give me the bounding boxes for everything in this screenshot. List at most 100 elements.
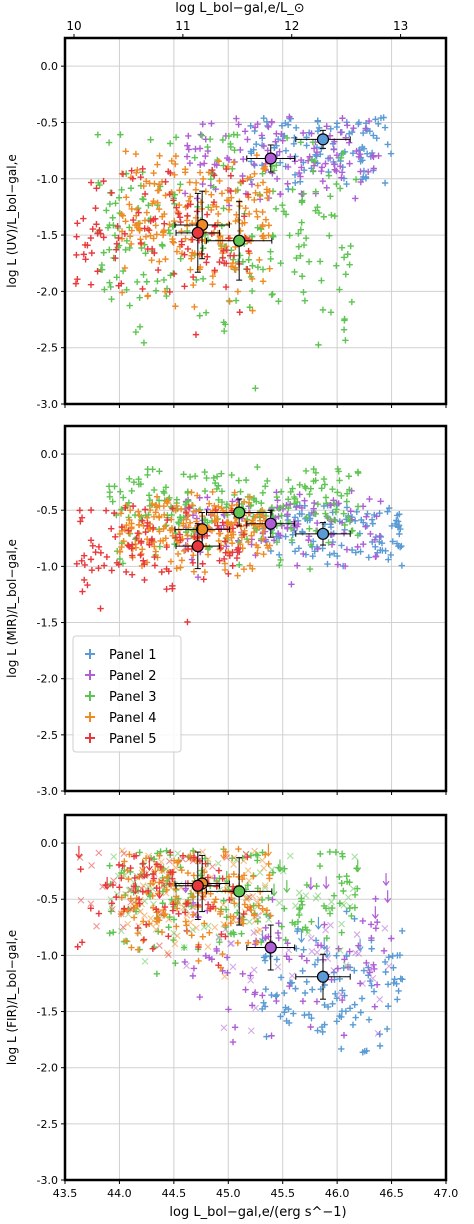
data-point: [313, 998, 321, 1005]
data-point: [160, 503, 168, 510]
data-point: [261, 1003, 269, 1010]
data-point: [230, 870, 238, 878]
data-point: [307, 934, 315, 942]
data-point: [363, 1047, 370, 1055]
data-point: [332, 848, 340, 856]
data-point: [231, 900, 238, 907]
data-point: [368, 945, 375, 952]
data-point: [206, 544, 213, 551]
data-point: [116, 548, 124, 556]
data-point: [152, 287, 160, 294]
data-point: [275, 919, 282, 927]
data-point: [286, 982, 293, 990]
data-point: [263, 189, 270, 196]
data-point: [334, 561, 342, 568]
data-point: [224, 186, 231, 194]
data-point: [152, 222, 159, 229]
data-point: [312, 207, 319, 214]
data-point: [151, 249, 158, 257]
data-point: [160, 226, 168, 234]
data-point: [189, 857, 197, 865]
data-point: [327, 193, 334, 200]
data-point: [171, 200, 178, 208]
data-point: [347, 508, 354, 515]
data-point: [246, 903, 254, 911]
data-point: [258, 857, 266, 864]
data-point: [183, 900, 190, 908]
data-point: [78, 514, 86, 521]
panel-frame: [63, 813, 448, 1182]
data-point: [141, 506, 149, 513]
data-point: [106, 200, 114, 208]
data-point: [262, 216, 270, 223]
data-point: [113, 240, 121, 248]
data-point: [100, 234, 107, 241]
data-point: [395, 987, 402, 995]
data-point: [72, 280, 80, 287]
data-point: [315, 341, 322, 349]
data-point: [353, 931, 361, 938]
data-point: [358, 995, 366, 1002]
data-point: [108, 567, 115, 574]
data-point: [200, 576, 207, 583]
data-point: [278, 122, 286, 129]
data-point: [198, 250, 205, 257]
data-point: [136, 512, 143, 519]
data-point: [149, 892, 156, 900]
data-point: [139, 517, 146, 525]
data-point: [327, 523, 335, 531]
data-point: [275, 505, 283, 512]
centroid-panel-3: [206, 200, 273, 281]
data-point: [273, 539, 281, 546]
data-point: [202, 889, 209, 896]
data-point: [313, 948, 321, 956]
centroid-panel-3: [206, 498, 273, 527]
data-point: [137, 551, 144, 559]
data-point: [113, 246, 120, 253]
data-point: [299, 129, 307, 137]
data-point: [196, 312, 203, 319]
data-point: [311, 499, 318, 507]
data-point: [337, 154, 345, 162]
data-point: [139, 165, 146, 173]
data-point: [157, 863, 165, 871]
data-point: [260, 165, 267, 172]
data-point: [245, 939, 252, 946]
data-point: [234, 288, 242, 295]
data-point: [230, 159, 237, 166]
data-point: [259, 208, 266, 216]
data-point: [134, 529, 141, 537]
centroid-marker: [191, 879, 204, 892]
data-point: [145, 226, 153, 234]
data-point: [188, 932, 195, 939]
data-point: [147, 914, 155, 922]
data-point: [214, 860, 222, 867]
series-panel-5: [72, 165, 253, 338]
data-point: [328, 898, 335, 906]
data-point: [367, 530, 374, 538]
data-point: [229, 883, 237, 890]
data-point: [339, 987, 346, 994]
data-point: [197, 131, 204, 138]
data-point: [275, 899, 283, 907]
data-point: [206, 954, 213, 961]
data-point: [128, 944, 135, 951]
data-point: [273, 533, 280, 540]
data-point: [269, 290, 276, 298]
data-point: [333, 152, 341, 159]
data-point: [298, 273, 306, 280]
data-point: [248, 532, 255, 539]
data-point: [228, 939, 235, 947]
data-point: [121, 230, 129, 238]
data-point: [152, 548, 160, 555]
data-point: [76, 854, 84, 861]
y-tick-label: -3.0: [37, 785, 58, 798]
data-point: [391, 520, 399, 528]
data-point: [314, 118, 321, 125]
data-point: [384, 1003, 392, 1010]
data-point: [206, 135, 214, 143]
data-point: [245, 538, 252, 546]
data-point: [253, 140, 260, 148]
data-point: [117, 488, 124, 495]
y-tick-label: -0.5: [37, 504, 58, 517]
